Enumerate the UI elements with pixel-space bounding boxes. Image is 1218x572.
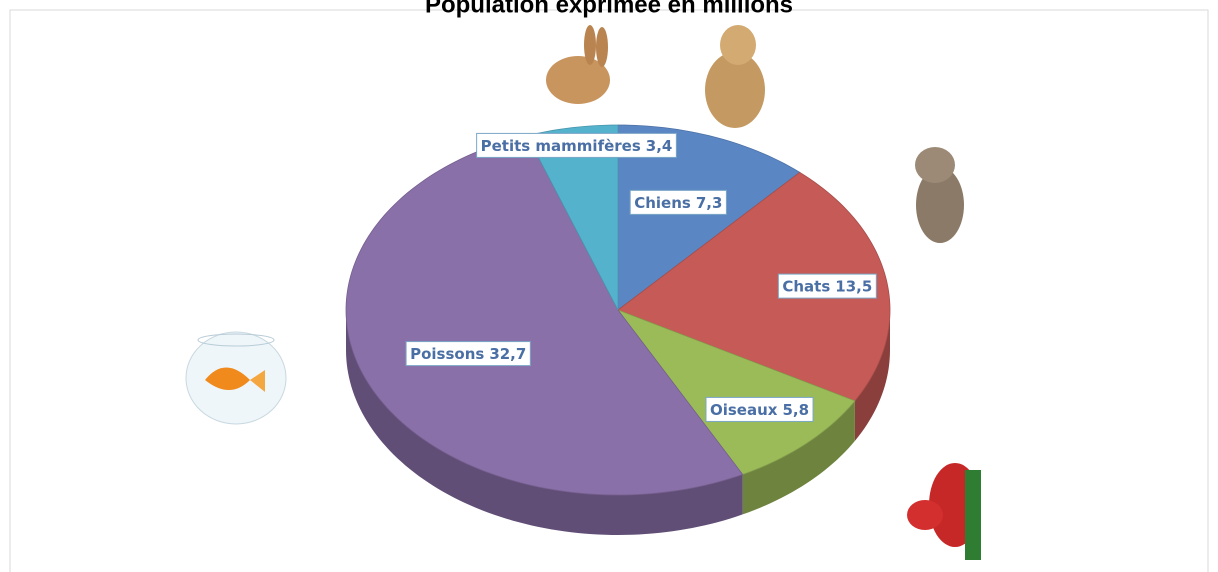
label-category: Chats [782, 277, 830, 295]
label-value: 3,4 [646, 136, 673, 154]
data-label-text: Poissons 32,7 [410, 345, 526, 363]
chart-title: Population exprimée en millions [425, 0, 793, 18]
label-category: Chiens [634, 193, 691, 211]
data-label-text: Chats 13,5 [782, 277, 872, 295]
label-category: Poissons [410, 345, 484, 363]
data-label: Petits mammifères 3,4 [477, 133, 677, 157]
label-category: Oiseaux [710, 400, 778, 418]
chart: Population exprimée en millions Chiens 7,… [0, 0, 1218, 572]
data-label: Poissons 32,7 [406, 342, 530, 366]
data-label-text: Chiens 7,3 [634, 193, 722, 211]
data-label: Chats 13,5 [778, 274, 876, 298]
label-value: 5,8 [782, 400, 809, 418]
label-value: 32,7 [489, 345, 526, 363]
label-value: 13,5 [835, 277, 872, 295]
data-label: Chiens 7,3 [630, 190, 726, 214]
label-value: 7,3 [696, 193, 723, 211]
fishbowl-illustration [186, 332, 286, 424]
label-category: Petits mammifères [481, 136, 641, 154]
